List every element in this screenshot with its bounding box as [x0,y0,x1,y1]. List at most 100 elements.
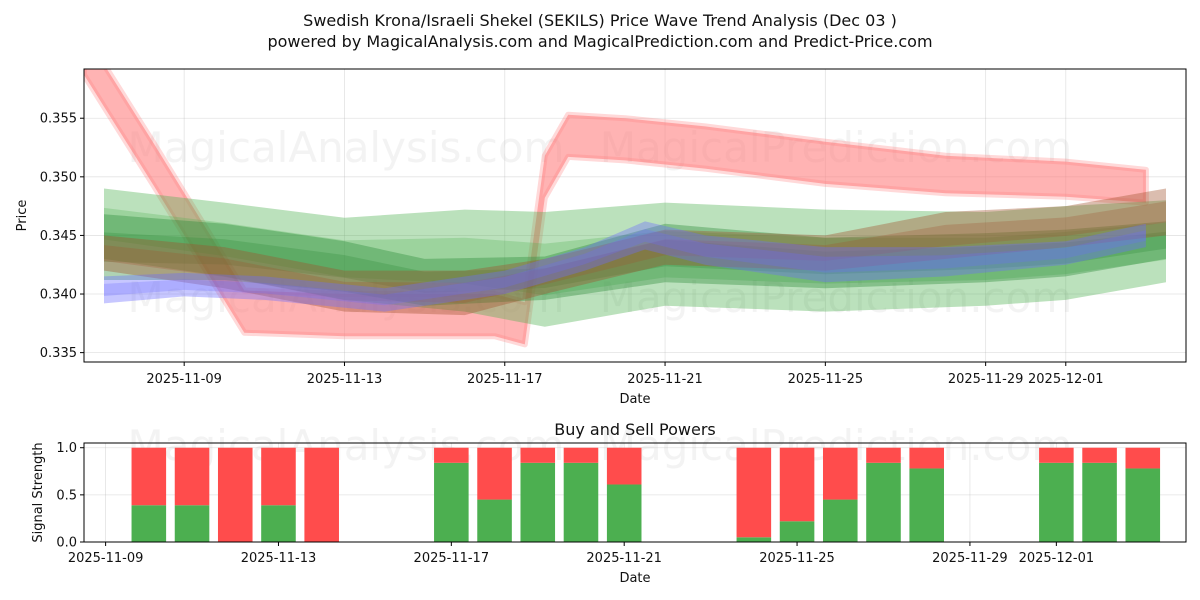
sell-bar [520,447,556,463]
y-tick-label: 0.335 [40,346,77,361]
band-inner-blue-band [104,229,1146,306]
bar-group [1039,447,1074,542]
watermark-text: MagicalAnalysis.com [128,123,565,172]
sell-bar [563,447,599,463]
bar-group [217,447,253,542]
bar-group [1125,447,1161,542]
price-wave-chart: MagicalAnalysis.com MagicalPrediction.com… [15,68,1187,407]
series-red-wave [84,69,1149,348]
buy-bar [520,462,556,542]
x-tick-label: 2025-11-25 [788,372,864,387]
band-inner-green-band-core [104,231,1166,293]
bar-group [174,447,210,542]
x-tick-label: 2025-12-01 [1019,551,1095,566]
buy-bar [822,499,858,542]
sell-bar [434,447,469,463]
y-tick-label: 0.350 [40,170,77,185]
bottom-x-axis-label: Date [619,571,650,586]
buy-bar [1125,468,1161,542]
top-y-axis: 0.335 0.340 0.345 0.350 0.355 [40,112,84,361]
buy-bar [1039,462,1074,542]
sell-bar [736,447,772,538]
bar-group [866,447,901,542]
x-tick-label: 2025-12-01 [1028,372,1104,387]
top-plot-frame [83,68,1187,363]
buy-bar [779,521,815,542]
top-x-axis-label: Date [619,392,650,407]
x-tick-label: 2025-11-29 [932,551,1008,566]
band-green-band-wide [104,188,1166,327]
band-inner-green-band-wide [104,207,1166,296]
sell-bar [779,447,815,522]
bottom-chart-title: Buy and Sell Powers [554,420,716,439]
top-y-axis-label: Price [15,200,30,232]
bar-group [909,447,944,542]
series-green-band-wide [104,188,1166,327]
top-x-axis: 2025-11-09 2025-11-13 2025-11-17 2025-11-21… [146,362,1104,387]
y-tick-label: 0.0 [56,536,77,551]
bottom-plot-frame [83,442,1187,543]
x-tick-label: 2025-11-21 [627,372,703,387]
band-green-band-core [104,214,1166,306]
y-tick-label: 0.345 [40,229,77,244]
x-tick-label: 2025-11-13 [307,372,383,387]
band-brown-band [104,188,1166,316]
y-tick-label: 0.5 [56,488,77,503]
buy-bar [1082,462,1117,542]
buy-bar [131,505,167,542]
sell-bar [909,447,944,469]
buy-bar [174,505,210,542]
x-tick-label: 2025-11-13 [241,551,317,566]
bar-group [606,447,642,542]
x-tick-label: 2025-11-17 [467,372,543,387]
bar-group [304,447,339,542]
bar-group [1082,447,1117,542]
sell-bar [261,447,296,506]
buy-bar [736,537,772,542]
band-inner-brown-band [104,201,1166,303]
buy-bar [606,484,642,542]
series-brown-band [104,188,1166,316]
y-tick-label: 0.355 [40,112,77,127]
bar-group [131,447,167,542]
chart-title-line2: powered by MagicalAnalysis.com and Magic… [267,32,932,51]
x-tick-label: 2025-11-09 [68,551,144,566]
x-tick-label: 2025-11-09 [146,372,222,387]
bottom-bars [131,447,1161,542]
sell-bar [606,447,642,485]
band-blue-band [104,221,1146,312]
band-red-wave [84,69,1149,348]
top-plot-area [84,69,1166,348]
buy-bar [866,462,901,542]
bar-group [779,447,815,542]
sell-bar [1125,447,1161,469]
y-tick-label: 1.0 [56,441,77,456]
sell-bar [477,447,512,500]
x-tick-label: 2025-11-29 [948,372,1024,387]
sell-bar [1082,447,1117,463]
buy-bar [563,462,599,542]
y-tick-label: 0.340 [40,288,77,303]
bar-group [477,447,512,542]
buy-bar [909,468,944,542]
x-tick-label: 2025-11-25 [759,551,835,566]
bottom-x-axis: 2025-11-09 2025-11-13 2025-11-17 2025-11-21… [68,542,1094,566]
x-tick-label: 2025-11-17 [414,551,490,566]
sell-bar [866,447,901,463]
sell-bar [1039,447,1074,463]
sell-bar [217,447,253,542]
bar-group [563,447,599,542]
watermark-text: MagicalPrediction.com [600,273,1073,322]
bar-group [434,447,469,542]
bar-group [822,447,858,542]
buy-bar [477,499,512,542]
chart-title-line1: Swedish Krona/Israeli Shekel (SEKILS) Pr… [303,11,897,30]
bar-group [736,447,772,542]
sell-bar [174,447,210,506]
x-tick-label: 2025-11-21 [586,551,662,566]
series-green-band-core [104,214,1166,306]
sell-bar [131,447,167,506]
series-blue-band [104,221,1146,312]
